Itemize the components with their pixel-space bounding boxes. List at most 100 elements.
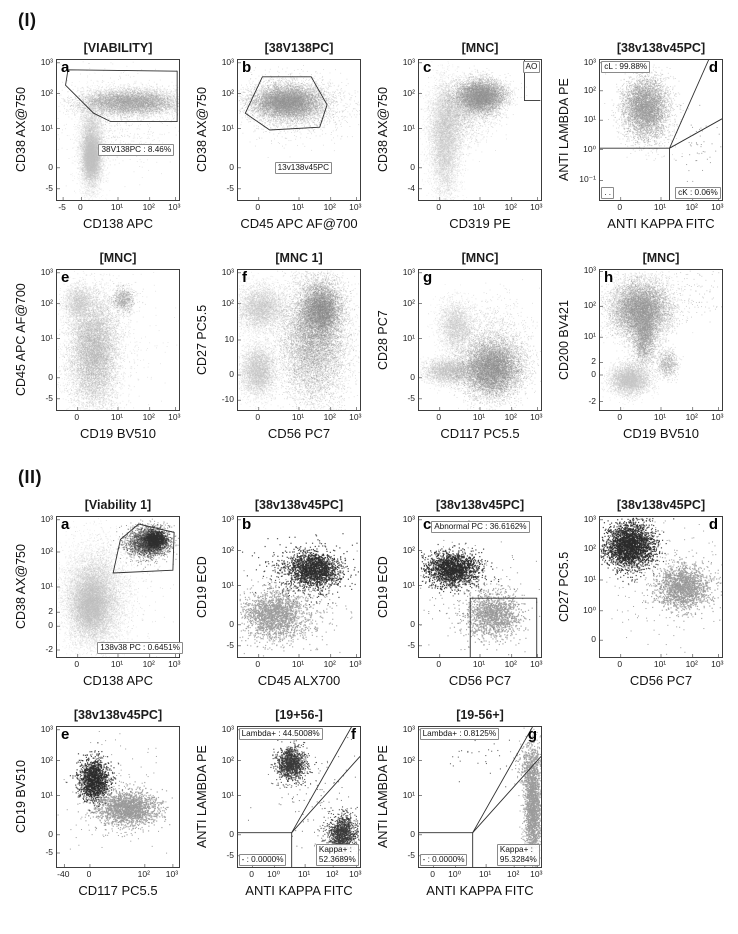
y-tick-label: -5 — [45, 392, 53, 403]
y-axis-ticks: 10³ 10² 10¹ 0 -5 — [210, 514, 237, 658]
y-axis-label: CD38 AX@750 — [14, 544, 28, 630]
x-tick-label: 0 — [255, 412, 261, 422]
x-tick-label: 10³ — [711, 412, 724, 422]
y-axis-label: CD19 BV510 — [14, 760, 28, 834]
gate-annotation: cK : 0.06% — [675, 186, 721, 199]
x-tick-label: 0 — [74, 659, 80, 669]
x-tick-label: 10³ — [168, 412, 181, 422]
plot-title: [Viability 1] — [84, 498, 152, 512]
y-tick-label: 10² — [402, 87, 415, 98]
y-tick-label: 10³ — [402, 56, 415, 67]
plot-grid: [Viability 1] CD38 AX@750 10³ 10² 10¹ 2 0 -2 a 13… — [14, 498, 738, 898]
y-tick-label: 0 — [591, 369, 596, 379]
plot-area: h — [599, 269, 723, 411]
x-tick-label: 0 — [430, 869, 435, 879]
plot-letter: c — [423, 59, 432, 76]
plot-e: [MNC] CD45 APC AF@700 10³ 10² 10¹ 0 -5 e 0 10¹ 10²… — [14, 251, 195, 441]
y-tick-label: 10² — [402, 544, 415, 555]
x-tick-label: 10³ — [711, 659, 724, 669]
y-tick-label: 10² — [583, 543, 596, 554]
gate-annotation: . . — [601, 186, 615, 199]
y-tick-label: 0 — [410, 618, 415, 629]
y-tick-label: 10⁰ — [583, 143, 596, 154]
x-tick-label: 10² — [326, 869, 339, 879]
x-tick-label: 10² — [323, 659, 336, 669]
plot-title: [MNC] — [642, 251, 680, 265]
plot-letter: a — [61, 516, 70, 533]
x-tick-label: 10¹ — [297, 869, 311, 879]
plot-area: f — [237, 269, 361, 411]
y-axis-label: CD19 ECD — [376, 556, 390, 618]
scatter-canvas — [238, 727, 360, 867]
y-tick-label: 10¹ — [583, 331, 596, 342]
y-axis-label: CD27 PC5.5 — [557, 551, 571, 623]
y-tick-label: 0 — [410, 828, 415, 839]
plot-area: b 13v138v45PC — [237, 59, 361, 201]
x-tick-label: 0 — [436, 202, 442, 212]
plot-area: g — [418, 269, 542, 411]
plot-f: [MNC 1] CD27 PC5.5 10³ 10² 10 0 -10 f 0 10¹ 10² 10³… — [195, 251, 376, 441]
plot-a: [VIABILITY] CD38 AX@750 10³ 10² 10¹ 0 -5 a 38V13… — [14, 41, 195, 231]
y-tick-label: 10³ — [221, 266, 234, 277]
y-tick-label: 10¹ — [583, 574, 596, 584]
x-tick-label: 0 — [249, 869, 254, 879]
plot-title: [38v138v45PC] — [616, 41, 706, 55]
plot-letter: b — [242, 516, 252, 533]
y-axis-label: CD28 PC7 — [376, 310, 390, 370]
plot-c: [MNC] CD38 AX@750 10³ 10² 10¹ 0 -4 c AO 0 10¹ 10² 10… — [376, 41, 557, 231]
y-tick-label: 10² — [221, 297, 234, 308]
plot-area: d cL : 99.88% cK : 0.06% . . — [599, 59, 723, 201]
scatter-canvas — [600, 60, 722, 200]
y-tick-label: 10¹ — [402, 579, 415, 590]
x-axis-label: CD138 APC — [82, 216, 154, 231]
x-axis-ticks: 0 10¹ 10² 10³ — [418, 201, 542, 214]
y-tick-label: 10¹ — [221, 122, 234, 133]
x-tick-label: 0 — [617, 659, 623, 669]
y-tick-label: -5 — [226, 182, 234, 193]
plot-area: c AO — [418, 59, 542, 201]
x-tick-label: 0 — [86, 869, 92, 879]
y-tick-label: 10⁻¹ — [579, 174, 596, 185]
gate-annotation: Abnormal PC : 36.6162% — [431, 521, 530, 534]
y-axis-ticks: 10³ 10² 10¹ 0 -5 — [391, 514, 418, 658]
plot-title: [38v138v45PC] — [616, 498, 706, 512]
x-tick-label: 10³ — [530, 659, 543, 669]
x-tick-label: 10¹ — [291, 659, 305, 669]
y-tick-label: 10² — [221, 87, 234, 98]
plot-area: c Abnormal PC : 36.6162% — [418, 516, 542, 658]
y-axis-label: CD200 BV421 — [557, 300, 571, 380]
x-tick-label: 10¹ — [653, 412, 667, 422]
x-tick-label: 0 — [74, 412, 80, 422]
scatter-canvas — [57, 270, 179, 410]
y-axis-ticks: 10³ 10² 10¹ 0 -5 — [210, 724, 237, 868]
scatter-canvas — [419, 727, 541, 867]
gate-annotation: - : 0.0000% — [419, 853, 468, 866]
x-tick-label: 10³ — [349, 202, 362, 212]
scatter-canvas — [600, 517, 722, 657]
y-axis-ticks: 10³ 10² 10¹ 0 -5 — [29, 267, 56, 411]
x-tick-label: 10² — [504, 202, 517, 212]
plot-area: a 38V138PC : 8.46% — [56, 59, 180, 201]
x-tick-label: 10⁰ — [267, 869, 281, 879]
y-tick-label: 10³ — [583, 265, 596, 276]
y-tick-label: 10² — [402, 297, 415, 308]
plot-title: [MNC] — [461, 41, 499, 55]
gate-annotation: Kappa+ :95.3284% — [496, 843, 540, 866]
x-tick-label: 10⁰ — [448, 869, 462, 879]
plot-area: f Lambda+ : 44.5008% Kappa+ :52.3689% - : 0… — [237, 726, 361, 868]
x-axis-ticks: 0 10¹ 10² 10³ — [418, 411, 542, 424]
plot-letter: h — [604, 269, 614, 286]
x-tick-label: 10³ — [168, 202, 181, 212]
scatter-canvas — [57, 60, 179, 200]
x-axis-ticks: 0 10¹ 10² 10³ — [418, 658, 542, 671]
y-tick-label: 10¹ — [402, 789, 415, 800]
plot-letter: g — [527, 726, 537, 743]
x-tick-label: 10³ — [530, 412, 543, 422]
y-axis-ticks: 10³ 10² 10¹ 10⁰ 0 — [572, 514, 599, 658]
x-axis-ticks: 0 10¹ 10² 10³ — [56, 411, 180, 424]
plot-letter: c — [423, 516, 432, 533]
x-tick-label: 0 — [255, 659, 261, 669]
scatter-canvas — [419, 517, 541, 657]
y-axis-label: CD27 PC5.5 — [195, 304, 209, 376]
y-tick-label: 10² — [40, 546, 53, 556]
